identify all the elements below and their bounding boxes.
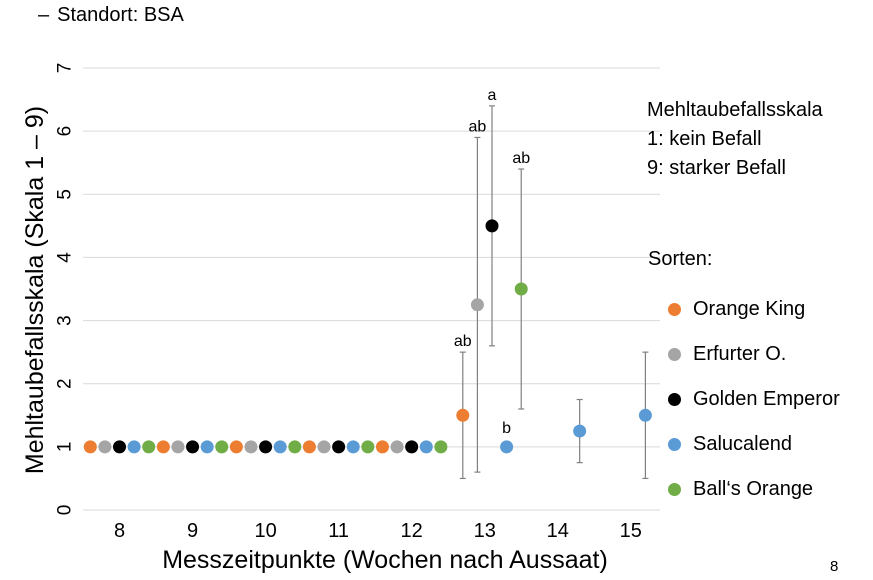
data-point: [514, 282, 528, 296]
y-tick-label: 5: [55, 189, 76, 200]
bullet-dash: –: [38, 4, 50, 26]
y-tick-label: 1: [55, 442, 76, 453]
significance-label: ab: [469, 118, 487, 135]
data-points: [83, 219, 652, 454]
data-point: [470, 298, 484, 312]
data-point: [332, 440, 346, 454]
x-tick-label: 9: [187, 520, 198, 542]
x-tick-label: 12: [401, 520, 423, 542]
data-point: [127, 440, 141, 454]
legend-marker: [668, 438, 681, 451]
y-tick-label: 4: [55, 252, 76, 263]
legend-marker: [668, 483, 681, 496]
scale-note-title: Mehltaubefallsskala: [647, 99, 823, 121]
data-point: [288, 440, 302, 454]
legend-marker: [668, 303, 681, 316]
data-point: [171, 440, 185, 454]
y-tick-label: 2: [55, 378, 76, 389]
data-point: [98, 440, 112, 454]
y-tick-label: 3: [55, 315, 76, 326]
data-point: [200, 440, 214, 454]
data-point: [142, 440, 156, 454]
data-point: [346, 440, 360, 454]
data-point: [485, 219, 499, 233]
scale-note-line2: 9: starker Befall: [647, 157, 786, 179]
scale-note: Mehltaubefallsskala 1: kein Befall 9: st…: [647, 96, 823, 183]
bullet-text: Standort: BSA: [57, 4, 184, 26]
data-point: [113, 440, 127, 454]
error-bars: [459, 105, 649, 480]
legend-label: Salucalend: [693, 433, 792, 455]
data-point: [273, 440, 287, 454]
legend-item-erfurter: Erfurter O.: [668, 332, 840, 377]
x-axis-label: Messzeitpunkte (Wochen nach Aussaat): [162, 546, 608, 574]
legend-item-orange-king: Orange King: [668, 287, 840, 332]
data-point: [573, 424, 587, 438]
x-tick-label: 14: [547, 520, 569, 542]
data-point: [83, 440, 97, 454]
data-point: [375, 440, 389, 454]
data-point: [638, 408, 652, 422]
x-tick-label: 15: [620, 520, 642, 542]
legend-item-salucalend: Salucalend: [668, 422, 840, 467]
legend-item-balls-orange: Ball‘s Orange: [668, 467, 840, 512]
data-point: [500, 440, 514, 454]
data-point: [317, 440, 331, 454]
legend-label: Erfurter O.: [693, 343, 787, 365]
data-point: [434, 440, 448, 454]
legend-label: Orange King: [693, 298, 806, 320]
y-axis-label: Mehltaubefallsskala (Skala 1 – 9): [21, 106, 49, 474]
data-point: [244, 440, 258, 454]
scale-note-line1: 1: kein Befall: [647, 128, 762, 150]
data-point: [229, 440, 243, 454]
x-tick-label: 10: [254, 520, 276, 542]
data-point: [259, 440, 273, 454]
y-tick-labels: 0 1 2 3 4 5 6 7: [55, 63, 76, 516]
data-point: [215, 440, 229, 454]
legend-label: Ball‘s Orange: [693, 478, 814, 500]
data-point: [186, 440, 200, 454]
legend-label: Golden Emperor: [693, 388, 840, 410]
y-tick-label: 6: [55, 126, 76, 137]
legend-marker: [668, 393, 681, 406]
y-tick-label: 0: [55, 505, 76, 516]
data-point: [419, 440, 433, 454]
significance-label: ab: [512, 150, 530, 167]
data-point: [456, 408, 470, 422]
data-point: [361, 440, 375, 454]
data-point: [390, 440, 404, 454]
legend: Sorten: Orange King Erfurter O. Golden E…: [648, 248, 840, 512]
x-tick-label: 8: [114, 520, 125, 542]
y-tick-label: 7: [55, 63, 76, 74]
data-point: [156, 440, 170, 454]
significance-label: ab: [454, 333, 472, 350]
page-number: 8: [830, 558, 839, 575]
significance-label: a: [488, 87, 497, 104]
legend-item-golden-emperor: Golden Emperor: [668, 377, 840, 422]
significance-label: b: [502, 420, 511, 437]
slide-bullet: – Standort: BSA: [38, 4, 184, 27]
data-point: [405, 440, 419, 454]
x-tick-label: 13: [474, 520, 496, 542]
legend-marker: [668, 348, 681, 361]
legend-title: Sorten:: [648, 248, 713, 270]
x-tick-labels: 8 9 10 11 12 13 14 15: [114, 520, 642, 542]
x-tick-label: 11: [328, 520, 349, 542]
data-point: [302, 440, 316, 454]
